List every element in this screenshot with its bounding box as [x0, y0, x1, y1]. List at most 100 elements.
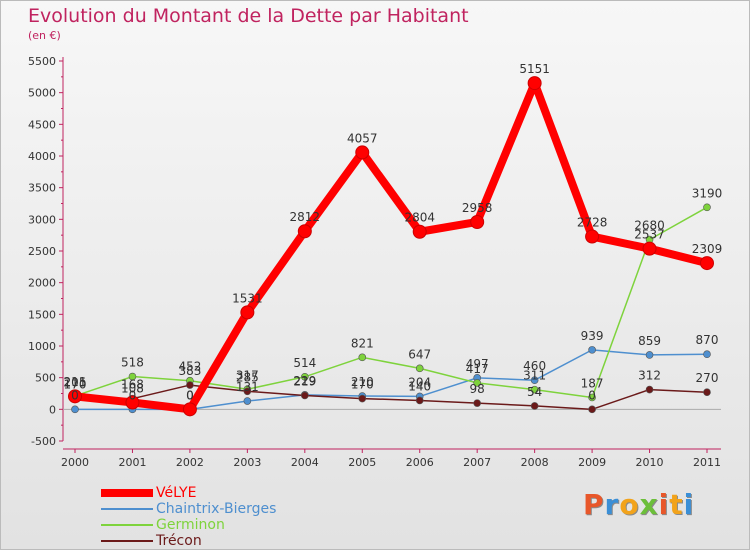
data-label: 229 — [293, 374, 316, 388]
data-point — [703, 350, 711, 359]
data-label: 859 — [638, 334, 661, 348]
data-point — [243, 397, 252, 405]
legend-swatch — [101, 508, 153, 510]
data-point — [125, 395, 140, 410]
data-label: 3190 — [692, 186, 723, 200]
data-point — [530, 376, 539, 385]
data-label: 452 — [178, 360, 201, 374]
x-tick-label: 2005 — [348, 456, 376, 469]
data-label: 187 — [581, 376, 604, 390]
data-label: 4057 — [347, 131, 378, 145]
x-tick-label: 2010 — [636, 456, 664, 469]
data-point — [588, 393, 596, 402]
data-point — [530, 402, 539, 410]
data-label: 514 — [293, 356, 316, 370]
logo-letter: i — [658, 488, 670, 521]
data-label: 219 — [293, 374, 316, 388]
data-label: 939 — [581, 329, 604, 343]
legend-swatch — [101, 489, 153, 497]
x-tick-label: 2004 — [291, 456, 319, 469]
series-line — [74, 384, 708, 411]
data-label: 0 — [129, 388, 137, 402]
logo-letter: P — [583, 488, 605, 521]
data-label: 0 — [186, 388, 194, 402]
data-point — [703, 203, 711, 212]
x-tick-label: 2006 — [406, 456, 434, 469]
data-label: 0 — [186, 388, 194, 402]
data-point — [301, 391, 309, 400]
data-point — [240, 305, 255, 320]
data-label: 317 — [236, 368, 259, 382]
data-label: 285 — [236, 370, 259, 384]
data-label: 0 — [588, 388, 596, 402]
x-tick-label: 2008 — [521, 456, 549, 469]
data-label: 2812 — [290, 210, 321, 224]
x-tick-label: 2003 — [233, 456, 261, 469]
data-point — [527, 76, 542, 91]
x-tick-label: 2011 — [693, 456, 721, 469]
x-tick-label: 2001 — [118, 456, 146, 469]
legend-label: Trécon — [156, 533, 202, 549]
data-label: 5151 — [519, 62, 550, 76]
x-tick-label: 2002 — [176, 456, 204, 469]
data-label: 2804 — [404, 211, 435, 225]
data-label: 497 — [466, 357, 489, 371]
data-point — [645, 351, 654, 359]
proxiti-logo: Proxiti — [583, 488, 694, 521]
data-point — [585, 229, 600, 244]
y-tick-label: 5000 — [28, 87, 56, 100]
data-label: 417 — [466, 362, 489, 376]
series-line — [71, 79, 711, 414]
data-point — [415, 364, 424, 373]
data-label: 2309 — [692, 242, 723, 256]
data-point — [301, 372, 309, 381]
logo-letter: r — [604, 488, 620, 521]
data-label: 270 — [696, 371, 719, 385]
data-point — [128, 372, 137, 381]
y-tick-label: 3000 — [28, 213, 56, 226]
series-line — [74, 206, 708, 399]
y-tick-label: -500 — [31, 435, 56, 448]
data-point — [470, 214, 485, 229]
logo-letter: t — [669, 488, 684, 521]
data-point — [182, 402, 197, 417]
data-label: 2537 — [634, 228, 665, 242]
data-point — [186, 381, 194, 389]
data-point — [642, 241, 657, 256]
data-label: 312 — [638, 369, 661, 383]
data-point — [530, 385, 539, 394]
data-point — [588, 405, 596, 414]
data-point — [473, 399, 481, 407]
logo-letter: i — [683, 488, 695, 521]
legend-label: VéLYE — [156, 485, 197, 501]
data-label: 108 — [121, 381, 144, 395]
y-tick-label: 500 — [35, 372, 56, 385]
data-label: 205 — [64, 375, 87, 389]
chart-title: Evolution du Montant de la Dette par Hab… — [28, 5, 469, 27]
data-label: 168 — [121, 378, 144, 392]
data-point — [415, 396, 424, 405]
data-label: 0 — [71, 388, 79, 402]
legend-label: Chaintrix-Bierges — [156, 501, 277, 517]
data-label: 821 — [351, 336, 374, 350]
data-point — [297, 224, 312, 239]
data-point — [703, 388, 711, 397]
data-label: 54 — [527, 385, 542, 399]
y-tick-label: 4500 — [28, 118, 56, 131]
data-point — [645, 385, 654, 394]
data-point — [68, 389, 82, 404]
y-tick-label: 1500 — [28, 308, 56, 321]
data-label: 460 — [523, 359, 546, 373]
data-point — [588, 346, 596, 354]
data-label: 1531 — [232, 291, 263, 305]
data-label: 311 — [523, 369, 546, 383]
data-label: 211 — [64, 375, 87, 389]
y-tick-label: 0 — [49, 403, 56, 416]
y-tick-label: 1000 — [28, 340, 56, 353]
y-tick-label: 2000 — [28, 277, 56, 290]
logo-letter: o — [619, 488, 640, 521]
x-tick-label: 2000 — [61, 456, 89, 469]
legend-swatch — [101, 540, 153, 542]
